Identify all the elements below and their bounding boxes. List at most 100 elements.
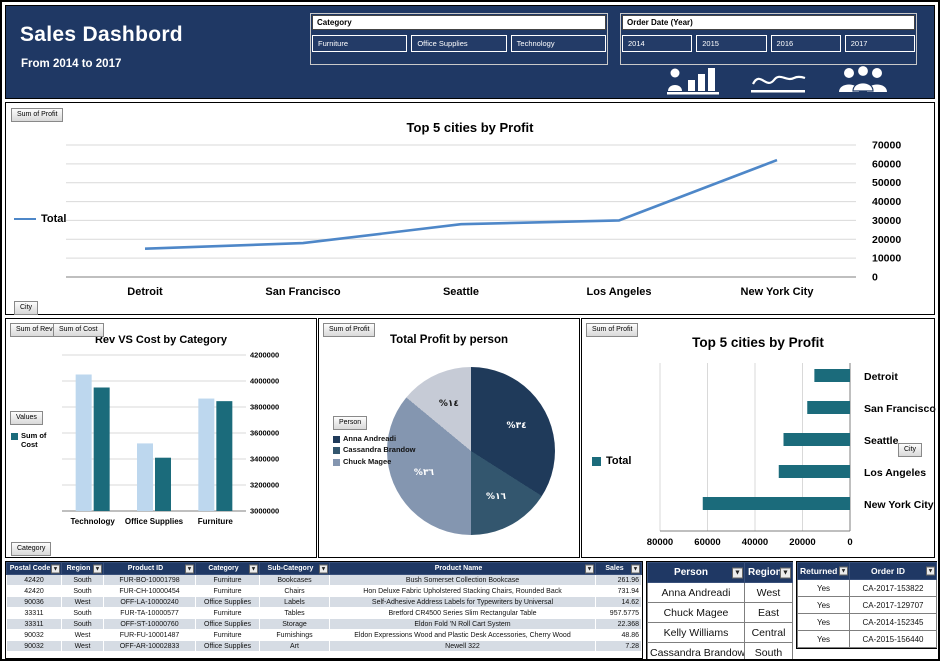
column-header-sub-category: Sub-Category ▼ <box>259 562 330 575</box>
y-tick-label: 70000 <box>872 140 901 152</box>
table-cell: West <box>61 596 104 608</box>
y-tick-label: 10000 <box>872 253 901 265</box>
table-row: Cassandra Brandow South <box>647 642 793 659</box>
city-field-button[interactable]: City <box>14 301 39 315</box>
returned-orders-table-container: Returned ▼ Order ID ▼ Yes CA-2017-153822 Yes CA… <box>796 561 937 649</box>
filter-dropdown-icon[interactable]: ▼ <box>732 567 743 578</box>
sum-of-cost-field-button[interactable]: Sum of Cost <box>53 323 104 337</box>
column-label: Product ID <box>127 565 164 572</box>
filter-dropdown-icon[interactable]: ▼ <box>185 564 194 573</box>
y-tick-label: 3200000 <box>250 481 279 490</box>
y-tick-label: 4200000 <box>250 351 279 360</box>
column-label: Returned <box>800 566 838 576</box>
column-chart-nav-icon[interactable] <box>666 64 724 96</box>
table-cell: FUR-TA-10000577 <box>103 607 196 619</box>
table-cell: 33311 <box>6 618 62 630</box>
pie-chart: %٣٤ %١٦ %٣٦ %١٤ <box>387 367 555 535</box>
table-cell: Yes <box>797 579 850 597</box>
column-label: Postal Code <box>9 565 51 572</box>
filter-dropdown-icon[interactable]: ▼ <box>585 564 594 573</box>
profit-line-series <box>144 158 778 251</box>
filter-dropdown-icon[interactable]: ▼ <box>631 564 640 573</box>
legend-label: Chuck Magee <box>343 456 392 466</box>
table-cell: 90032 <box>6 640 62 652</box>
rev-cost-title: Rev VS Cost by Category <box>94 334 228 346</box>
pie-legend: Person Anna Andreadi Cassandra Brandow Chu… <box>333 411 419 470</box>
table-cell: Furniture <box>195 629 260 641</box>
slicer-option-2015[interactable]: 2015 <box>696 35 767 52</box>
table-cell: 90032 <box>6 629 62 641</box>
sum-of-rev-field-button[interactable]: Sum of Rev <box>10 323 59 337</box>
legend-label: Anna Andreadi <box>343 433 397 443</box>
table-header-row: Postal Code ▼ Region ▼ Product ID ▼ Category ▼ S… <box>6 562 642 575</box>
x-category-label: New York City <box>741 286 815 298</box>
table-cell: 7.28 <box>595 640 642 652</box>
bar-sum-of-cost-technology <box>93 387 110 511</box>
table-cell: Office Supplies <box>195 618 260 630</box>
table-row: 33311 South FUR-TA-10000577 Furniture Tables… <box>6 607 642 619</box>
line-chart-title: Top 5 cities by Profit <box>406 120 534 135</box>
slicer-option-2016[interactable]: 2016 <box>770 35 841 52</box>
people-nav-icon[interactable] <box>834 64 892 96</box>
table-cell: Art <box>259 640 330 652</box>
filter-dropdown-icon[interactable]: ▼ <box>780 567 791 578</box>
bar-total-new-york-city <box>702 497 850 510</box>
y-tick-label: 3600000 <box>250 429 279 438</box>
table-cell: 42420 <box>6 585 62 597</box>
person-region-table: Person ▼ Region ▼ Anna Andreadi West Chuck Mag… <box>647 562 793 659</box>
filter-dropdown-icon[interactable]: ▼ <box>249 564 258 573</box>
pie-slice-label: %١٦ <box>486 491 507 502</box>
table-cell: Storage <box>259 618 330 630</box>
legend-swatch <box>333 458 340 466</box>
slicer-option-technology[interactable]: Technology <box>510 35 606 52</box>
table-cell: 957.5775 <box>595 607 642 619</box>
legend-label: Cassandra Brandow <box>343 445 416 455</box>
filter-dropdown-icon[interactable]: ▼ <box>839 566 848 576</box>
city-field-button[interactable]: City <box>898 443 923 457</box>
legend-item-chuck-magee: Chuck Magee <box>333 456 419 467</box>
table-cell: 261.96 <box>595 574 642 586</box>
slicer-option-2017[interactable]: 2017 <box>844 35 915 52</box>
column-header-returned: Returned ▼ <box>797 562 850 580</box>
sum-of-profit-field-button[interactable]: Sum of Profit <box>586 323 639 337</box>
values-field-button[interactable]: Values <box>10 411 43 425</box>
table-row: Yes CA-2015-156440 <box>797 630 937 648</box>
legend-label: Total <box>606 455 632 467</box>
city-label: Seattle <box>864 435 899 447</box>
slicer-option-furniture[interactable]: Furniture <box>312 35 408 52</box>
rev-cost-panel: Sum of Rev Sum of Cost Rev VS Cost by Ca… <box>5 318 317 558</box>
y-tick-label: 3800000 <box>250 403 279 412</box>
slicer-option-office-supplies[interactable]: Office Supplies <box>411 35 507 52</box>
table-row: Yes CA-2014-152345 <box>797 613 937 631</box>
table-cell: 33311 <box>6 607 62 619</box>
legend-label: Total <box>41 213 67 225</box>
filter-dropdown-icon[interactable]: ▼ <box>51 564 60 573</box>
category-field-button[interactable]: Category <box>11 542 52 556</box>
sum-of-profit-field-button[interactable]: Sum of Profit <box>11 108 64 122</box>
filter-dropdown-icon[interactable]: ▼ <box>93 564 102 573</box>
filter-dropdown-icon[interactable]: ▼ <box>926 566 935 576</box>
table-cell: West <box>744 582 793 603</box>
table-cell: Office Supplies <box>195 596 260 608</box>
table-row: 42420 South FUR-BO-10001798 Furniture Bookca… <box>6 574 642 586</box>
legend-item-anna-andreadi: Anna Andreadi <box>333 433 419 444</box>
table-cell: 90036 <box>6 596 62 608</box>
column-header-order-id: Order ID ▼ <box>849 562 937 580</box>
line-chart-nav-icon[interactable] <box>750 64 808 96</box>
hbar-chart-canvas: 80000 60000 40000 20000 0 Detroit San Francisc… <box>647 363 936 548</box>
legend-swatch <box>11 433 18 440</box>
table-cell: South <box>61 574 104 586</box>
table-cell: West <box>61 629 104 641</box>
person-field-button[interactable]: Person <box>333 416 368 430</box>
slicer-option-2014[interactable]: 2014 <box>622 35 693 52</box>
x-tick-label: 40000 <box>742 537 768 548</box>
sum-of-profit-field-button[interactable]: Sum of Profit <box>323 323 376 337</box>
y-tick-label: 20000 <box>872 234 901 246</box>
table-cell: Chairs <box>259 585 330 597</box>
table-cell: Bush Somerset Collection Bookcase <box>329 574 596 586</box>
x-category-label: Seattle <box>443 286 479 298</box>
legend-swatch <box>592 456 601 466</box>
x-category-label: Los Angeles <box>587 286 652 298</box>
filter-dropdown-icon[interactable]: ▼ <box>319 564 328 573</box>
